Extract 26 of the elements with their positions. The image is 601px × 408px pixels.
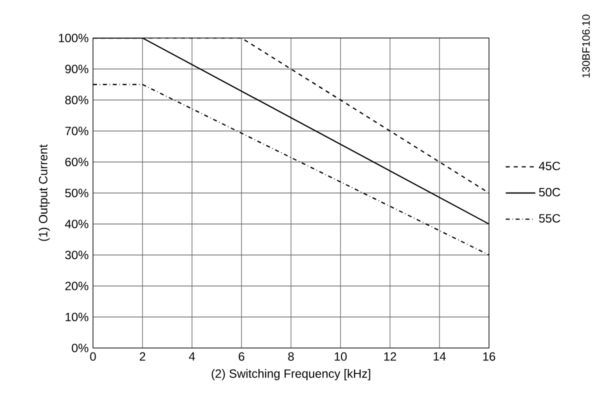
y-axis-title: (1) Output Current (38, 144, 50, 241)
x-tick-label: 8 (288, 352, 294, 361)
y-tick-label: 50% (65, 188, 88, 198)
y-tick-label: 80% (65, 96, 88, 104)
y-tick-label: 20% (65, 282, 88, 290)
x-tick-label: 4 (188, 352, 195, 361)
y-tick-label: 10% (66, 312, 88, 322)
x-tick-label: 0 (90, 352, 96, 361)
x-tick-label: 14 (434, 352, 446, 361)
x-tick-label: 2 (140, 352, 146, 361)
y-tick-label: 60% (65, 158, 88, 166)
legend-label: 55C (539, 214, 560, 223)
x-tick-label: 12 (384, 352, 396, 361)
y-tick-label: 90% (65, 64, 88, 74)
x-tick-label: 16 (483, 352, 496, 361)
y-tick-label: 0% (72, 344, 88, 352)
y-tick-label: 30% (65, 250, 88, 260)
x-tick-label: 10 (334, 352, 347, 361)
text: 130BF106.10 (582, 14, 590, 78)
x-axis-title: (2) Switching Frequency [kHz] (212, 369, 370, 380)
y-tick-label: 40% (64, 220, 88, 228)
y-tick-label: 70% (65, 126, 88, 136)
legend-label: 50C (539, 188, 560, 196)
y-tick-label: 100% (58, 34, 88, 42)
legend-label: 45C (538, 162, 560, 170)
x-tick-label: 6 (238, 352, 244, 361)
